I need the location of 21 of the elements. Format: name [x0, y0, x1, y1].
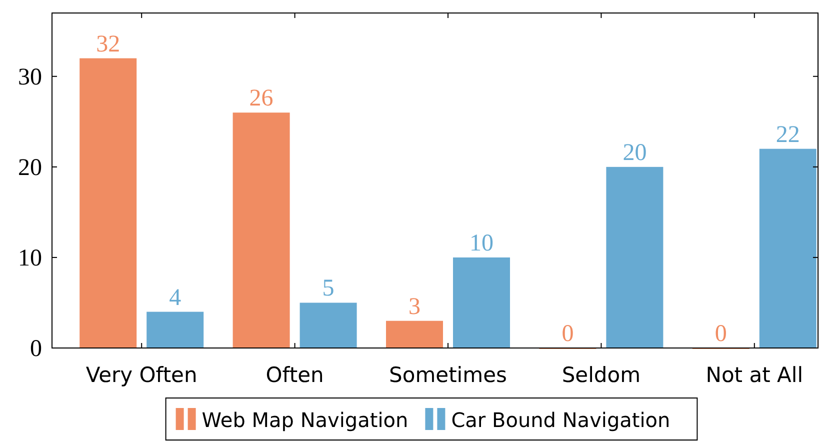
- x-tick-label: Not at All: [706, 363, 804, 387]
- data-label: 26: [249, 86, 274, 112]
- data-label: 10: [470, 230, 494, 256]
- data-label: 32: [96, 31, 120, 58]
- legend-label: Car Bound Navigation: [451, 408, 670, 432]
- y-tick-label: 10: [18, 245, 42, 272]
- legend-label: Web Map Navigation: [202, 408, 408, 432]
- y-tick-label: 0: [30, 336, 42, 362]
- y-tick-label: 30: [18, 64, 42, 90]
- x-tick-label: Often: [266, 363, 324, 387]
- data-label: 20: [622, 140, 647, 166]
- data-label: 5: [322, 276, 334, 302]
- y-tick-label: 20: [18, 154, 42, 181]
- x-tick-label: Seldom: [562, 363, 641, 387]
- data-label: 3: [408, 294, 420, 320]
- x-tick-label: Sometimes: [389, 363, 507, 387]
- data-label: 22: [776, 122, 800, 148]
- data-label: 4: [169, 284, 182, 311]
- x-tick-label: Very Often: [86, 363, 198, 387]
- data-label: 0: [714, 321, 727, 347]
- data-label: 0: [562, 321, 574, 347]
